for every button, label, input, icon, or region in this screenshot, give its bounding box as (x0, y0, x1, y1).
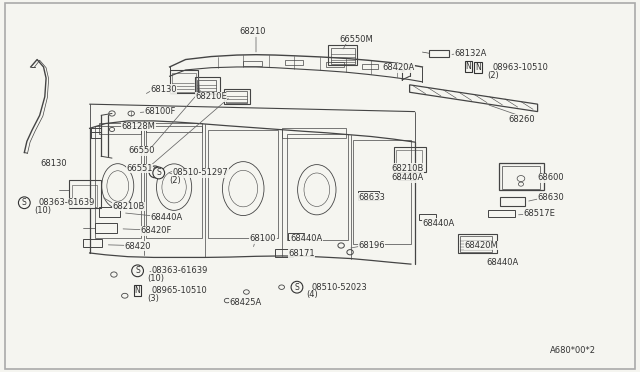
Text: 68630: 68630 (538, 193, 564, 202)
Text: (4): (4) (307, 290, 318, 299)
Bar (83, 239, 102, 247)
Text: 08510-52023: 08510-52023 (311, 283, 367, 292)
Bar (282, 128, 346, 138)
Text: 68132A: 68132A (454, 49, 487, 58)
Text: 68130: 68130 (150, 85, 177, 94)
Bar (499, 163, 544, 190)
Bar (208, 130, 278, 238)
Text: (3): (3) (147, 294, 159, 303)
Bar (429, 50, 449, 57)
Text: 08965-10510: 08965-10510 (152, 286, 207, 295)
Text: 68420F: 68420F (141, 226, 172, 235)
Text: S: S (22, 198, 27, 207)
Text: 08363-61639: 08363-61639 (38, 198, 95, 207)
Text: S: S (152, 167, 157, 176)
Bar (99, 123, 141, 134)
Text: 08510-51297: 08510-51297 (173, 169, 228, 177)
Bar (72, 185, 97, 207)
Text: 68440A: 68440A (291, 234, 323, 243)
Bar (197, 80, 216, 93)
Text: 68420: 68420 (125, 242, 151, 251)
Text: 68420M: 68420M (465, 241, 499, 250)
Text: 68633: 68633 (358, 193, 385, 202)
Text: 68425A: 68425A (229, 298, 261, 307)
Bar (458, 234, 497, 253)
Bar (488, 210, 515, 217)
Text: 68440A: 68440A (392, 173, 424, 182)
Text: 68210B: 68210B (392, 164, 424, 173)
Text: 68128M: 68128M (122, 122, 156, 131)
Bar (195, 77, 220, 94)
Bar (95, 223, 117, 232)
Bar (353, 140, 411, 244)
Bar (285, 60, 303, 65)
Text: (2): (2) (488, 71, 499, 80)
Text: A680*00*2: A680*00*2 (550, 346, 596, 355)
Text: 68260: 68260 (509, 115, 536, 124)
Bar (396, 150, 422, 170)
Bar (172, 73, 196, 92)
Text: S: S (135, 266, 140, 275)
Text: 68196: 68196 (358, 241, 385, 250)
Text: 68440A: 68440A (486, 258, 518, 267)
Text: 68440A: 68440A (150, 213, 182, 222)
Bar (398, 174, 415, 180)
Bar (226, 91, 247, 103)
Bar (328, 45, 357, 65)
Bar (95, 126, 141, 238)
Bar (419, 214, 436, 220)
Bar (146, 126, 202, 238)
Bar (287, 134, 348, 240)
Bar (500, 197, 525, 206)
Text: S: S (156, 169, 161, 177)
Bar (170, 70, 198, 93)
Bar (502, 166, 540, 189)
Text: 68600: 68600 (538, 173, 564, 182)
Bar (326, 62, 344, 67)
Bar (99, 207, 120, 217)
Text: 68100: 68100 (250, 234, 276, 243)
Text: 68440A: 68440A (422, 219, 454, 228)
Bar (69, 180, 101, 208)
Bar (243, 61, 262, 66)
Bar (331, 48, 355, 64)
Text: 68517E: 68517E (524, 209, 556, 218)
Text: 68210: 68210 (239, 27, 266, 36)
Text: 68210E: 68210E (195, 92, 227, 101)
Bar (362, 64, 378, 69)
Bar (358, 191, 379, 200)
Bar (460, 236, 492, 252)
Text: 68130: 68130 (40, 159, 67, 168)
Text: 68420A: 68420A (383, 63, 415, 72)
Text: 66550M: 66550M (339, 35, 373, 44)
Text: N: N (135, 286, 140, 295)
Text: 66551: 66551 (126, 164, 152, 173)
Text: 68210B: 68210B (112, 202, 145, 211)
Bar (394, 147, 426, 172)
Text: 68171: 68171 (288, 249, 315, 258)
Text: 66550: 66550 (128, 146, 154, 155)
Bar (275, 249, 293, 257)
Text: (10): (10) (147, 274, 164, 283)
Text: 68100F: 68100F (144, 107, 175, 116)
Text: (2): (2) (170, 176, 181, 185)
Bar (288, 233, 304, 240)
Text: 08963-10510: 08963-10510 (492, 63, 548, 72)
Text: N: N (476, 63, 481, 72)
Text: (10): (10) (34, 206, 51, 215)
Bar (146, 123, 202, 132)
Text: S: S (294, 283, 300, 292)
Text: 08363-61639: 08363-61639 (152, 266, 208, 275)
Bar (224, 89, 250, 104)
Text: N: N (466, 62, 471, 71)
